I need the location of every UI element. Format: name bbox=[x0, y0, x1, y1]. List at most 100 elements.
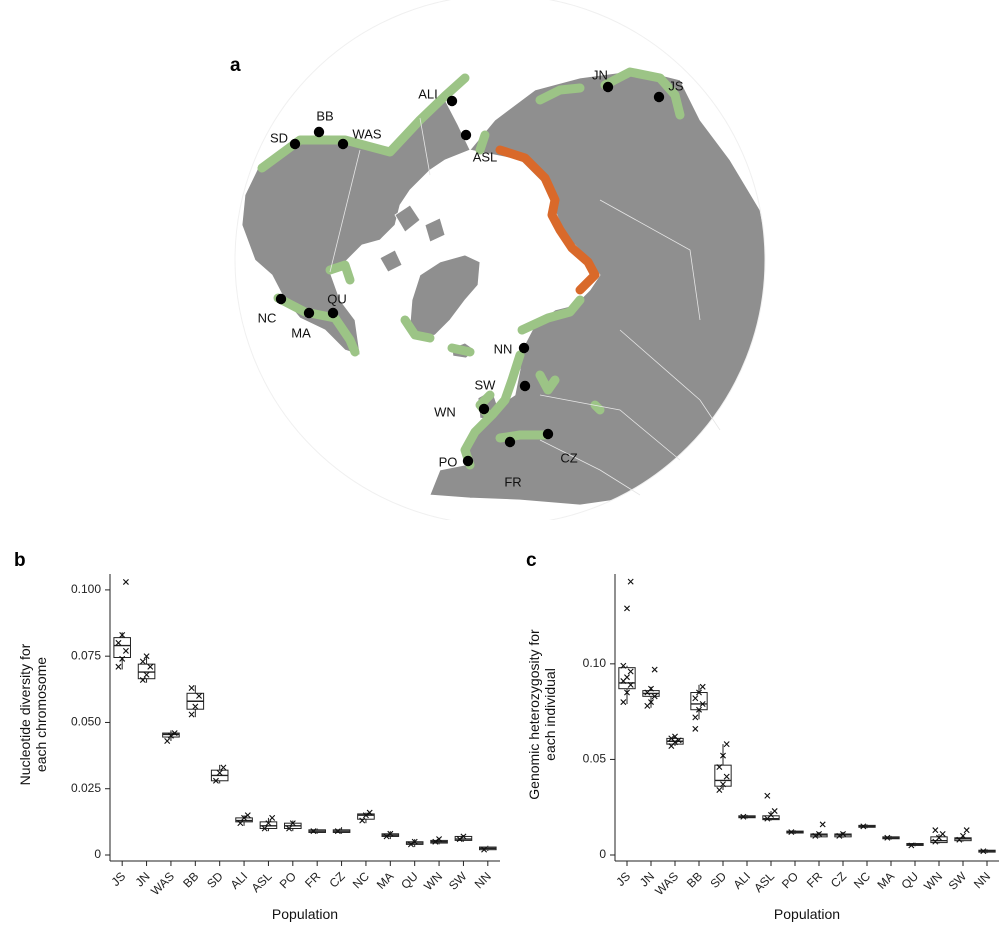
c-box-rect bbox=[882, 836, 900, 840]
c-box-rect bbox=[954, 837, 972, 842]
c-x-tick-label: BB bbox=[684, 869, 705, 890]
c-box-qu bbox=[906, 842, 924, 849]
c-point-marker bbox=[672, 739, 678, 746]
c-box-js bbox=[618, 578, 636, 706]
contact-zone-line bbox=[495, 145, 600, 295]
c-point-marker bbox=[860, 823, 867, 830]
range-outline bbox=[400, 315, 435, 343]
b-x-tick-label: JS bbox=[108, 869, 128, 889]
site-label-ma: MA bbox=[291, 325, 311, 340]
c-y-tick-label: 0 bbox=[599, 847, 606, 861]
chart-c-ylabel: Genomic heterozygosity foreach individua… bbox=[526, 629, 558, 800]
c-x-tick-label: FR bbox=[804, 869, 825, 890]
c-point-marker bbox=[624, 605, 630, 612]
c-point-marker bbox=[764, 815, 771, 822]
range-outline bbox=[517, 295, 585, 335]
site-marker-wn bbox=[478, 403, 490, 415]
b-box-qu bbox=[405, 838, 424, 848]
b-y-tick-label: 0.075 bbox=[71, 648, 101, 662]
c-point-marker bbox=[788, 829, 795, 836]
c-box-rect bbox=[666, 737, 684, 745]
c-point-marker bbox=[648, 685, 654, 692]
c-x-tick-label: WN bbox=[921, 869, 945, 893]
c-point-marker bbox=[723, 741, 730, 748]
c-box-jn bbox=[642, 666, 660, 709]
b-point-marker bbox=[436, 836, 443, 843]
c-point-marker bbox=[620, 662, 627, 669]
b-point-marker bbox=[362, 812, 369, 819]
b-point-marker bbox=[261, 825, 268, 832]
c-point-marker bbox=[764, 792, 771, 799]
c-point-marker bbox=[651, 666, 658, 673]
b-ylabel-line2: each chromosome bbox=[33, 657, 49, 772]
range-outline bbox=[325, 260, 355, 285]
range-outline bbox=[273, 293, 360, 357]
c-x-tick-label: WAS bbox=[652, 869, 681, 898]
c-point-marker bbox=[716, 787, 723, 793]
c-box-rect bbox=[786, 830, 804, 834]
site-marker-sd bbox=[289, 138, 301, 150]
b-box-rect bbox=[479, 846, 497, 851]
b-box-rect bbox=[186, 692, 205, 710]
c-point-marker bbox=[936, 834, 942, 841]
c-point-marker bbox=[720, 781, 726, 788]
site-label-fr: FR bbox=[504, 474, 521, 489]
b-point-marker bbox=[432, 838, 439, 845]
b-box-rect bbox=[357, 813, 375, 820]
b-point-marker bbox=[407, 841, 414, 848]
b-x-tick-label: BB bbox=[180, 869, 201, 890]
c-point-marker bbox=[692, 725, 699, 732]
c-point-marker bbox=[720, 752, 726, 759]
site-label-js: JS bbox=[668, 78, 684, 93]
b-x-tick-label: JN bbox=[132, 869, 152, 889]
site-marker-ali bbox=[446, 95, 458, 107]
c-point-marker bbox=[932, 838, 939, 845]
site-marker-qu bbox=[327, 307, 339, 319]
c-point-marker bbox=[668, 743, 675, 750]
b-box-jn bbox=[137, 653, 156, 684]
b-box-rect bbox=[235, 817, 253, 823]
panel-letter-c: c bbox=[526, 550, 537, 571]
c-point-marker bbox=[816, 830, 822, 837]
c-box-sd bbox=[714, 741, 732, 793]
c-point-marker bbox=[956, 836, 963, 843]
site-label-po: PO bbox=[439, 454, 458, 469]
panel-letter-a: a bbox=[230, 55, 241, 76]
c-x-tick-label: SD bbox=[707, 869, 729, 891]
site-label-sw: SW bbox=[475, 377, 497, 392]
chart-b-xlabel: Population bbox=[272, 906, 338, 922]
c-point-marker bbox=[723, 773, 730, 780]
b-point-marker bbox=[192, 703, 199, 710]
c-point-marker bbox=[624, 674, 630, 681]
c-x-tick-label: CZ bbox=[828, 869, 849, 890]
c-point-marker bbox=[980, 848, 987, 855]
c-point-marker bbox=[644, 689, 651, 696]
c-box-rect bbox=[618, 667, 636, 690]
b-box-asl bbox=[259, 814, 278, 832]
c-point-marker bbox=[644, 702, 651, 709]
chart-b-marks bbox=[113, 578, 497, 853]
b-x-tick-label: CZ bbox=[326, 869, 347, 890]
site-label-ali: ALI bbox=[418, 86, 438, 101]
b-point-marker bbox=[265, 820, 272, 827]
c-box-rect bbox=[738, 815, 756, 819]
b-y-tick-label: 0 bbox=[94, 847, 101, 861]
chart-b-ylabel: Nucleotide diversity foreach chromosome bbox=[17, 643, 49, 785]
c-y-tick-label: 0.10 bbox=[583, 656, 607, 670]
b-box-cz bbox=[332, 827, 351, 835]
range-outline bbox=[447, 343, 475, 357]
c-box-rect bbox=[714, 764, 732, 787]
b-x-tick-label: ASL bbox=[249, 869, 275, 895]
b-box-rect bbox=[454, 835, 473, 841]
b-x-tick-label: SW bbox=[446, 869, 470, 893]
site-marker-ma bbox=[303, 307, 315, 319]
c-box-ma bbox=[882, 834, 900, 841]
c-box-rect bbox=[930, 836, 948, 844]
b-point-marker bbox=[269, 814, 276, 821]
c-x-tick-label: ALI bbox=[730, 869, 753, 892]
c-point-marker bbox=[692, 714, 699, 721]
c-point-marker bbox=[675, 737, 682, 744]
site-label-wn: WN bbox=[434, 404, 456, 419]
range-outline bbox=[535, 370, 560, 395]
c-point-marker bbox=[716, 764, 723, 771]
